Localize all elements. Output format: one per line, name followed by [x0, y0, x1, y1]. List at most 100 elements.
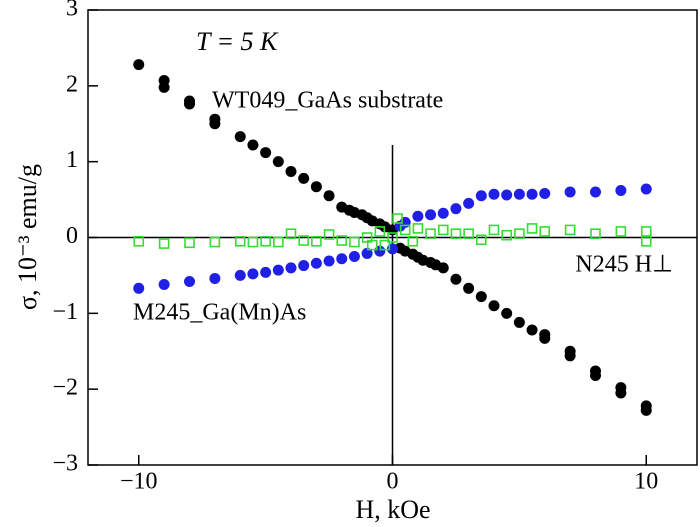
point: [323, 190, 335, 202]
point: [184, 237, 195, 249]
point: [590, 228, 601, 240]
point: [133, 59, 145, 71]
x-tick-label: 0: [387, 469, 399, 495]
y-tick-label: −3: [52, 451, 78, 477]
point: [349, 236, 360, 248]
point: [298, 172, 310, 184]
point: [379, 239, 391, 251]
point: [463, 282, 475, 294]
point: [488, 300, 500, 312]
point: [640, 226, 652, 237]
point: [260, 266, 272, 278]
point: [285, 228, 297, 240]
point: [501, 229, 512, 241]
point: [247, 268, 259, 280]
point: [425, 228, 436, 240]
point: [501, 189, 513, 201]
point: [564, 186, 576, 198]
point: [209, 272, 221, 284]
point: [133, 235, 145, 247]
point: [323, 255, 335, 267]
y-tick-label: 3: [66, 0, 78, 22]
point: [133, 282, 145, 294]
point: [234, 131, 246, 143]
point: [158, 81, 170, 93]
point: [374, 226, 386, 237]
point: [526, 223, 538, 234]
point: [450, 203, 462, 215]
point: [336, 253, 348, 265]
point: [399, 224, 411, 236]
point: [463, 197, 475, 209]
point: [615, 226, 627, 237]
point: [260, 235, 271, 247]
point: [412, 223, 424, 234]
point: [285, 166, 297, 178]
point: [272, 264, 284, 276]
point: [298, 260, 310, 272]
point: [475, 291, 487, 303]
point: [514, 228, 525, 240]
point: [234, 269, 246, 281]
point: [488, 224, 500, 236]
series-label: M245_Ga(Mn)As: [133, 300, 306, 326]
x-tick-label: 10: [634, 469, 658, 495]
point: [260, 147, 272, 159]
point: [640, 235, 652, 247]
point: [323, 229, 335, 240]
point: [463, 228, 474, 240]
point: [476, 234, 487, 246]
point: [475, 190, 487, 202]
point: [539, 332, 551, 344]
point: [247, 236, 259, 248]
y-tick-label: 2: [66, 71, 78, 97]
point: [336, 235, 348, 246]
point: [311, 235, 322, 247]
point: [564, 350, 576, 362]
y-tick-label: −2: [52, 375, 78, 401]
y-tick-label: 1: [66, 147, 78, 173]
point: [425, 209, 437, 221]
point: [437, 207, 449, 219]
point: [273, 236, 284, 248]
x-axis-label: H, kOe: [355, 495, 430, 524]
point: [615, 387, 627, 399]
point: [184, 275, 195, 287]
point: [209, 118, 221, 130]
point: [272, 156, 284, 168]
point: [590, 370, 601, 382]
series-label: N245 H⊥: [575, 252, 673, 278]
point: [310, 257, 322, 269]
point: [539, 188, 551, 200]
point: [407, 235, 419, 247]
point: [526, 324, 538, 336]
point: [348, 250, 360, 262]
point: [184, 98, 195, 110]
point: [564, 224, 576, 236]
point: [298, 235, 309, 246]
point: [501, 307, 513, 319]
point: [450, 228, 462, 240]
point: [590, 186, 601, 198]
y-axis-label: σ, 10⁻³ emu/g: [13, 164, 42, 310]
x-tick-label: −10: [120, 469, 158, 495]
point: [437, 262, 449, 274]
point: [387, 232, 398, 243]
point: [234, 235, 246, 247]
point: [366, 239, 378, 251]
point: [412, 210, 424, 222]
point: [615, 184, 627, 196]
point: [285, 262, 297, 274]
point: [392, 213, 403, 224]
y-tick-label: −1: [52, 299, 78, 325]
point: [209, 236, 221, 248]
point: [247, 139, 259, 151]
point: [361, 247, 373, 259]
point: [513, 316, 525, 328]
y-tick-label: 0: [66, 223, 78, 249]
point: [539, 226, 551, 237]
point: [158, 279, 170, 291]
point: [450, 273, 462, 285]
point: [437, 224, 449, 236]
